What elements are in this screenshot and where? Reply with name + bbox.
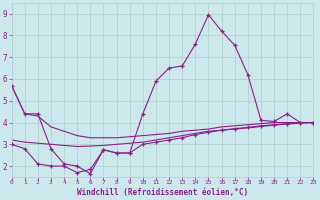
X-axis label: Windchill (Refroidissement éolien,°C): Windchill (Refroidissement éolien,°C) [77, 188, 248, 197]
